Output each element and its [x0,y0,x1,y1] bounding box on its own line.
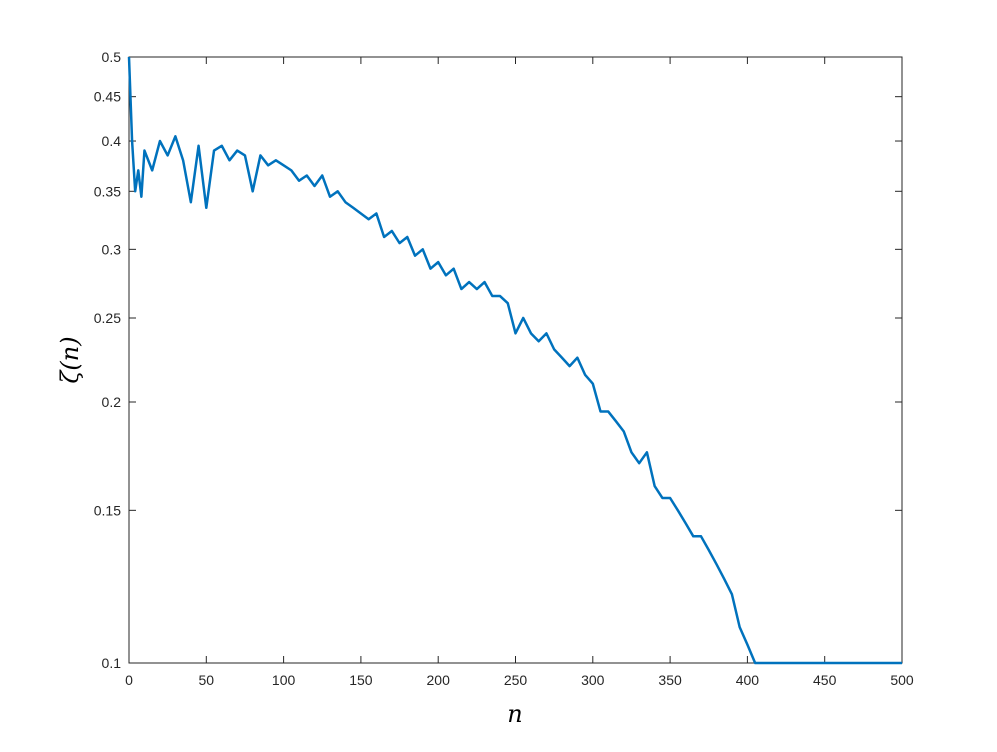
x-axis-label: n [507,700,522,728]
x-tick-label: 350 [658,672,682,688]
x-tick-label: 100 [272,672,296,688]
x-tick-label: 500 [890,672,914,688]
y-axis-label: ζ(n) [56,336,84,383]
x-tick-label: 150 [349,672,373,688]
y-tick-label: 0.15 [94,502,121,518]
y-tick-label: 0.5 [102,49,122,65]
x-tick-label: 450 [813,672,837,688]
y-tick-label: 0.1 [102,655,122,671]
x-tick-label: 300 [581,672,605,688]
x-tick-label: 250 [504,672,528,688]
y-tick-label: 0.45 [94,89,121,105]
y-tick-label: 0.3 [102,241,122,257]
x-tick-label: 0 [125,672,133,688]
x-tick-label: 400 [736,672,760,688]
y-tick-label: 0.25 [94,310,121,326]
y-tick-label: 0.4 [102,133,122,149]
plot-box [128,56,903,664]
y-tick-label: 0.35 [94,183,121,199]
x-tick-label: 200 [427,672,451,688]
data-line [127,56,902,665]
x-tick-label: 50 [199,672,215,688]
y-tick-label: 0.2 [102,394,122,410]
